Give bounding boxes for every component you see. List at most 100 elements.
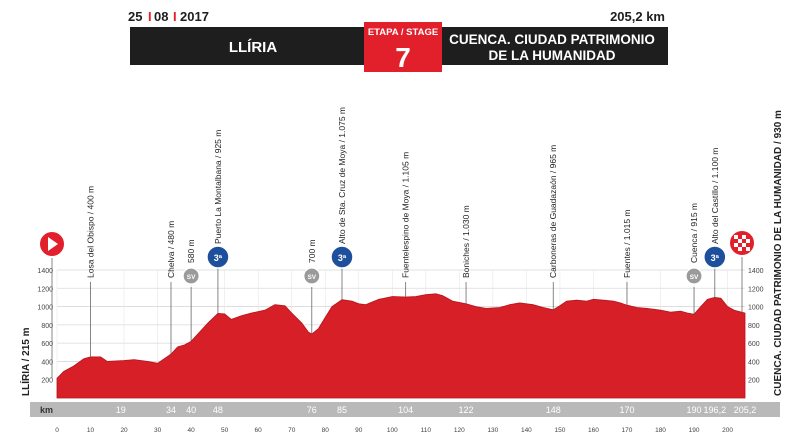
climb-icon-label: 3ª	[214, 253, 223, 263]
finish-icon-check	[738, 247, 742, 251]
km-marker-label: 76	[307, 405, 317, 415]
sprint-icon-circle	[303, 267, 321, 285]
annotation-label: Fuentelespino de Moya / 1.105 m	[401, 152, 411, 278]
km-marker-label: 190	[687, 405, 702, 415]
annotation-label: Alto del Castillo / 1.100 m	[710, 148, 720, 244]
mountain-climb-icon: 3ª	[206, 245, 230, 269]
intermediate-sprint-icon: SV	[303, 267, 321, 285]
y-axis: 200 200 400 400 600 600 800 800 1000 1000 1200 1200…	[37, 268, 763, 385]
climb-icon-label: 3ª	[711, 253, 720, 263]
climb-icon-circle	[206, 245, 230, 269]
climb-icon-circle	[330, 245, 354, 269]
annotation-label: Boniches / 1.030 m	[461, 205, 471, 278]
km-marker-label: 48	[213, 405, 223, 415]
x-tick-label: 80	[322, 427, 330, 434]
km-marker-label: 122	[459, 405, 474, 415]
finish-city-line1: CUENCA. CIUDAD PATRIMONIO	[449, 32, 655, 47]
km-marker-label: 205,2	[734, 405, 757, 415]
y-tick-label-right: 200	[748, 378, 760, 385]
climb-icon-circle	[703, 245, 727, 269]
start-icon-arrow	[48, 237, 58, 251]
km-marker-label: 170	[619, 405, 634, 415]
finish-icon-check	[746, 239, 750, 243]
x-tick-label: 130	[487, 427, 498, 434]
y-tick-label-right: 1000	[748, 305, 764, 312]
x-tick-label: 200	[722, 427, 733, 434]
stage-number: 7	[395, 42, 411, 73]
km-marker-label: 85	[337, 405, 347, 415]
y-tick-label-right: 800	[748, 323, 760, 330]
x-tick-label: 110	[421, 427, 432, 434]
x-tick-label: 190	[689, 427, 700, 434]
x-tick-label: 40	[187, 427, 195, 434]
start-vertical-label: LLÍRIA / 215 m	[19, 327, 32, 396]
km-marker-label: 196,2	[704, 405, 727, 415]
km-marker-label: 34	[166, 405, 176, 415]
annotation-label: 580 m	[186, 239, 196, 263]
x-tick-label: 140	[521, 427, 532, 434]
finish-icon-check	[738, 239, 742, 243]
intermediate-sprint-icon: SV	[182, 267, 200, 285]
y-tick-label-left: 1200	[37, 286, 53, 293]
climb-icon-label: 3ª	[338, 253, 347, 263]
date-sep-1: I	[148, 9, 152, 24]
mountain-climb-icon: 3ª	[330, 245, 354, 269]
finish-vertical-label: CUENCA. CIUDAD PATRIMONIO DE LA HUMANIDA…	[773, 110, 784, 396]
sprint-icon-circle	[685, 267, 703, 285]
sprint-icon-label: SV	[187, 274, 196, 281]
km-marker-label: 19	[116, 405, 126, 415]
annotation-label: Cuenca / 915 m	[689, 203, 699, 263]
km-bar-label: km	[40, 405, 53, 415]
x-tick-label: 150	[554, 427, 565, 434]
sprint-icon-circle	[182, 267, 200, 285]
finish-icon	[728, 229, 756, 257]
y-tick-label-right: 1400	[748, 268, 764, 275]
x-tick-label: 160	[588, 427, 599, 434]
intermediate-sprint-icon: SV	[685, 267, 703, 285]
x-axis: 0 10 20 30 40 50 60 70 80 90 100 110 120 130 140 150 160…	[55, 427, 733, 434]
km-marker-label: 148	[546, 405, 561, 415]
header: 25 I 08 I 2017 205,2 km LLÍRIA ETAPA / S…	[128, 9, 668, 73]
mountain-climb-icon: 3ª	[703, 245, 727, 269]
y-tick-label-left: 1000	[37, 305, 53, 312]
sprint-icon-label: SV	[690, 274, 699, 281]
start-icon	[38, 230, 66, 258]
date-sep-2: I	[173, 9, 177, 24]
finish-icon-check	[734, 243, 738, 247]
y-tick-label-left: 400	[41, 359, 53, 366]
stage-badge	[364, 22, 442, 72]
x-tick-label: 170	[622, 427, 633, 434]
stage-badge-label: ETAPA / STAGE	[368, 27, 438, 38]
annotation-label: 700 m	[307, 239, 317, 263]
finish-icon-check	[742, 243, 746, 247]
y-tick-label-right: 400	[748, 359, 760, 366]
stage-distance: 205,2 km	[610, 9, 665, 24]
annotation-label: Puerto La Montalbana / 925 m	[213, 130, 223, 244]
y-tick-label-left: 800	[41, 323, 53, 330]
x-tick-label: 100	[387, 427, 398, 434]
km-marker-label: 40	[186, 405, 196, 415]
annotation-label: Fuentes / 1.015 m	[622, 209, 632, 278]
km-bar: km 19 34 40 48 76 85 104 122 148 170 190 196,2 205,2	[30, 402, 780, 417]
x-tick-label: 10	[87, 427, 95, 434]
start-city: LLÍRIA	[229, 39, 277, 56]
y-tick-label-left: 600	[41, 341, 53, 348]
y-tick-label-right: 1200	[748, 286, 764, 293]
x-tick-label: 30	[154, 427, 162, 434]
x-tick-label: 90	[355, 427, 363, 434]
finish-icon-check	[734, 235, 738, 239]
annotation-label: Alto de Sta. Cruz de Moya / 1.075 m	[337, 107, 347, 244]
date-day: 25	[128, 9, 142, 24]
route-annotations: Losa del Obispo / 400 m Chelva / 480 m 580…	[86, 107, 727, 357]
date-year: 2017	[180, 9, 209, 24]
finish-icon-check	[742, 235, 746, 239]
annotation-label: Chelva / 480 m	[166, 221, 176, 278]
km-bar-background	[30, 402, 780, 417]
elevation-profile	[56, 293, 746, 399]
annotation-label: Losa del Obispo / 400 m	[86, 186, 96, 278]
x-tick-label: 180	[655, 427, 666, 434]
x-tick-label: 20	[120, 427, 128, 434]
sprint-icon-label: SV	[307, 274, 316, 281]
x-tick-label: 50	[221, 427, 229, 434]
